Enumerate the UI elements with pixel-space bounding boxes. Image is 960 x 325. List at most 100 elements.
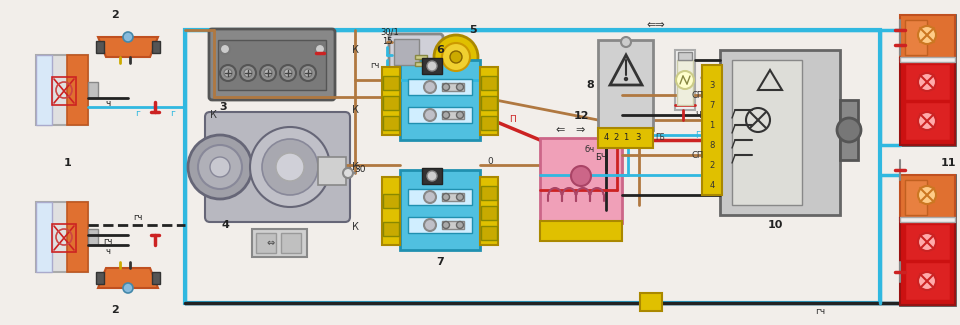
Circle shape (918, 26, 936, 44)
Text: К: К (209, 162, 216, 172)
Circle shape (240, 65, 256, 81)
Bar (36, 202, 88, 272)
Text: 1: 1 (623, 134, 629, 142)
Circle shape (625, 77, 628, 81)
Text: 2: 2 (613, 134, 618, 142)
Text: 6: 6 (388, 224, 394, 232)
Bar (383, 222, 399, 236)
Circle shape (224, 69, 232, 77)
Circle shape (918, 233, 936, 251)
Circle shape (220, 65, 236, 81)
Text: СП: СП (692, 150, 704, 160)
Text: 2: 2 (111, 10, 119, 20)
Text: г: г (171, 109, 176, 118)
Bar (481, 96, 497, 110)
Text: ⇐⇒: ⇐⇒ (647, 20, 665, 30)
Bar (540, 221, 622, 241)
Bar (480, 67, 498, 135)
Text: 4: 4 (709, 180, 714, 189)
Bar (382, 67, 400, 135)
Circle shape (280, 65, 296, 81)
Circle shape (220, 44, 230, 54)
Text: гч: гч (133, 213, 143, 222)
Text: Ч: Ч (695, 111, 701, 120)
Bar (840, 100, 858, 160)
Circle shape (276, 153, 304, 181)
Bar (52, 77, 76, 105)
Circle shape (424, 109, 436, 121)
Bar (900, 218, 955, 305)
Text: I: I (390, 118, 393, 126)
Text: Д: Д (486, 207, 492, 216)
Bar (900, 217, 955, 222)
Text: К: К (209, 110, 216, 120)
Circle shape (434, 35, 478, 79)
Text: 2: 2 (111, 305, 119, 315)
Circle shape (918, 112, 936, 130)
Circle shape (284, 69, 292, 77)
Circle shape (918, 186, 936, 204)
Circle shape (188, 135, 252, 199)
Text: 4: 4 (221, 220, 228, 230)
Bar (480, 177, 498, 245)
Circle shape (442, 43, 470, 71)
Text: 8: 8 (709, 140, 714, 150)
Bar (905, 262, 950, 300)
Bar (408, 189, 472, 205)
Text: К: К (351, 105, 358, 115)
Circle shape (427, 171, 437, 181)
Bar (481, 206, 497, 220)
Circle shape (427, 61, 437, 71)
Text: 1: 1 (709, 121, 714, 129)
Circle shape (676, 71, 694, 89)
Bar (383, 194, 399, 208)
Circle shape (443, 193, 449, 201)
Bar (52, 224, 76, 252)
Bar (67, 55, 88, 125)
Text: 5: 5 (469, 25, 477, 35)
FancyBboxPatch shape (209, 29, 335, 100)
Circle shape (621, 37, 631, 47)
Text: П: П (509, 115, 516, 124)
Circle shape (123, 283, 133, 293)
Bar (720, 50, 840, 215)
Polygon shape (98, 268, 158, 288)
Text: 9: 9 (487, 98, 492, 107)
Bar (256, 233, 276, 253)
Circle shape (198, 145, 242, 189)
Bar (318, 157, 346, 185)
Circle shape (424, 191, 436, 203)
Text: 4: 4 (604, 134, 609, 142)
Circle shape (260, 65, 276, 81)
Bar (36, 202, 52, 272)
Bar (900, 15, 955, 145)
Text: СП: СП (692, 90, 704, 99)
Circle shape (315, 44, 325, 54)
Circle shape (424, 219, 436, 231)
Bar (415, 62, 427, 66)
Bar (442, 83, 464, 91)
Text: ⇐: ⇐ (555, 125, 564, 135)
Circle shape (918, 73, 936, 91)
Text: 11: 11 (940, 158, 956, 168)
Bar (598, 128, 653, 148)
Text: 10: 10 (767, 220, 782, 230)
Bar (96, 41, 104, 53)
Circle shape (443, 111, 449, 119)
Bar (900, 15, 955, 60)
Bar (675, 50, 695, 110)
Bar (383, 116, 399, 130)
Text: 0: 0 (487, 158, 492, 166)
Bar (905, 64, 950, 100)
Text: ГБ: ГБ (655, 134, 665, 142)
Bar (900, 57, 955, 62)
Bar (394, 39, 419, 65)
Text: 9: 9 (699, 75, 707, 85)
Text: ⇒: ⇒ (575, 125, 585, 135)
Bar (400, 170, 480, 250)
Bar (252, 229, 307, 257)
Bar (540, 138, 622, 223)
Text: 3: 3 (709, 81, 714, 89)
Circle shape (443, 222, 449, 228)
Circle shape (244, 69, 252, 77)
